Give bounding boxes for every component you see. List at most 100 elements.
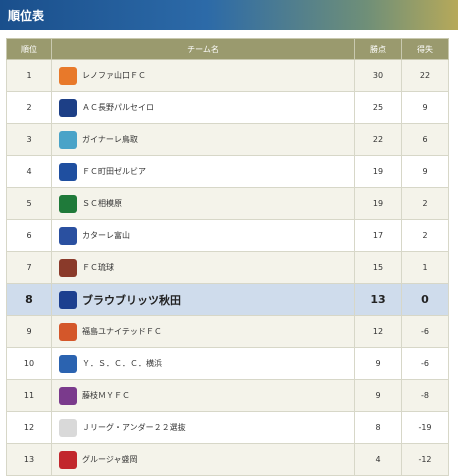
- table-row: 2 ＡＣ長野パルセイロ 25 9: [6, 91, 449, 124]
- rank-cell: 7: [6, 251, 52, 284]
- goal-diff-cell: -19: [401, 411, 449, 444]
- renofa-crest-icon: [59, 66, 77, 85]
- points-cell: 12: [354, 315, 402, 348]
- sagamihara-crest-icon: [59, 194, 77, 213]
- points-cell: 8: [354, 411, 402, 444]
- points-cell: 13: [354, 283, 402, 316]
- team-name[interactable]: 藤枝ＭＹＦＣ: [82, 391, 130, 400]
- team-cell: ＦＣ琉球: [51, 251, 355, 284]
- header-row: 順位 チーム名 勝点 得失: [6, 38, 449, 60]
- yscc-crest-icon: [59, 354, 77, 373]
- goal-diff-cell: 1: [401, 251, 449, 284]
- rank-cell: 4: [6, 155, 52, 188]
- goal-diff-cell: -12: [401, 443, 449, 476]
- goal-diff-cell: -8: [401, 379, 449, 412]
- team-cell: グルージャ盛岡: [51, 443, 355, 476]
- table-row: 9 福島ユナイテッドＦＣ 12 -6: [6, 315, 449, 348]
- col-points-header: 勝点: [354, 38, 402, 60]
- team-name[interactable]: レノファ山口ＦＣ: [82, 71, 146, 80]
- rank-cell: 13: [6, 443, 52, 476]
- zelvia-crest-icon: [59, 162, 77, 181]
- table-row: 3 ガイナーレ鳥取 22 6: [6, 123, 449, 156]
- standings-table: 順位 チーム名 勝点 得失 1 レノファ山口ＦＣ 30 22 2 ＡＣ長野パルセイロ 25 9…: [6, 38, 449, 476]
- col-team-header: チーム名: [51, 38, 355, 60]
- goal-diff-cell: 2: [401, 187, 449, 220]
- team-name[interactable]: ＳＣ相模原: [82, 199, 122, 208]
- team-name[interactable]: グルージャ盛岡: [82, 455, 138, 464]
- team-cell: ＦＣ町田ゼルビア: [51, 155, 355, 188]
- table-row: 6 カターレ富山 17 2: [6, 219, 449, 252]
- table-row: 4 ＦＣ町田ゼルビア 19 9: [6, 155, 449, 188]
- points-cell: 25: [354, 91, 402, 124]
- table-row: 8 ブラウブリッツ秋田 13 0: [6, 283, 449, 316]
- kataller-crest-icon: [59, 226, 77, 245]
- gainare-crest-icon: [59, 130, 77, 149]
- goal-diff-cell: 22: [401, 59, 449, 92]
- points-cell: 30: [354, 59, 402, 92]
- team-cell: ブラウブリッツ秋田: [51, 283, 355, 316]
- team-cell: 福島ユナイテッドＦＣ: [51, 315, 355, 348]
- team-name[interactable]: ガイナーレ鳥取: [82, 135, 138, 144]
- points-cell: 9: [354, 379, 402, 412]
- points-cell: 17: [354, 219, 402, 252]
- goal-diff-cell: 6: [401, 123, 449, 156]
- table-row: 7 ＦＣ琉球 15 1: [6, 251, 449, 284]
- section-title: 順位表: [8, 9, 45, 23]
- team-cell: カターレ富山: [51, 219, 355, 252]
- table-row: 11 藤枝ＭＹＦＣ 9 -8: [6, 379, 449, 412]
- rank-cell: 10: [6, 347, 52, 380]
- j22-crest-icon: [59, 418, 77, 437]
- parceiro-crest-icon: [59, 98, 77, 117]
- goal-diff-cell: 9: [401, 91, 449, 124]
- fujieda-crest-icon: [59, 386, 77, 405]
- team-cell: 藤枝ＭＹＦＣ: [51, 379, 355, 412]
- rank-cell: 3: [6, 123, 52, 156]
- title-bar: 順位表: [0, 0, 458, 30]
- table-row: 10 Ｙ．Ｓ．Ｃ．Ｃ．横浜 9 -6: [6, 347, 449, 380]
- table-row: 1 レノファ山口ＦＣ 30 22: [6, 59, 449, 92]
- points-cell: 9: [354, 347, 402, 380]
- team-name[interactable]: カターレ富山: [82, 231, 130, 240]
- team-name[interactable]: 福島ユナイテッドＦＣ: [82, 327, 162, 336]
- standings-body: 1 レノファ山口ＦＣ 30 22 2 ＡＣ長野パルセイロ 25 9 3 ガイナーレ鳥取 22 6 4 ＦＣ…: [6, 59, 449, 476]
- points-cell: 19: [354, 155, 402, 188]
- goal-diff-cell: 2: [401, 219, 449, 252]
- table-row: 13 グルージャ盛岡 4 -12: [6, 443, 449, 476]
- rank-cell: 2: [6, 91, 52, 124]
- points-cell: 22: [354, 123, 402, 156]
- rank-cell: 12: [6, 411, 52, 444]
- ryukyu-crest-icon: [59, 258, 77, 277]
- rank-cell: 1: [6, 59, 52, 92]
- team-name[interactable]: ＦＣ町田ゼルビア: [82, 167, 146, 176]
- goal-diff-cell: -6: [401, 315, 449, 348]
- rank-cell: 5: [6, 187, 52, 220]
- points-cell: 19: [354, 187, 402, 220]
- rank-cell: 6: [6, 219, 52, 252]
- team-name[interactable]: ＦＣ琉球: [82, 263, 114, 272]
- points-cell: 15: [354, 251, 402, 284]
- rank-cell: 11: [6, 379, 52, 412]
- rank-cell: 9: [6, 315, 52, 348]
- col-rank-header: 順位: [6, 38, 52, 60]
- team-name[interactable]: Ｙ．Ｓ．Ｃ．Ｃ．横浜: [82, 359, 162, 368]
- blaublitz-crest-icon: [59, 290, 77, 309]
- goal-diff-cell: -6: [401, 347, 449, 380]
- team-cell: ＳＣ相模原: [51, 187, 355, 220]
- grulla-crest-icon: [59, 450, 77, 469]
- team-name[interactable]: ＡＣ長野パルセイロ: [82, 103, 154, 112]
- table-row: 12 Ｊリーグ・アンダー２２選抜 8 -19: [6, 411, 449, 444]
- team-name[interactable]: ブラウブリッツ秋田: [82, 293, 181, 307]
- team-cell: Ｊリーグ・アンダー２２選抜: [51, 411, 355, 444]
- team-name[interactable]: Ｊリーグ・アンダー２２選抜: [82, 423, 186, 432]
- goal-diff-cell: 0: [401, 283, 449, 316]
- team-cell: ガイナーレ鳥取: [51, 123, 355, 156]
- fukushima-crest-icon: [59, 322, 77, 341]
- col-goal-diff-header: 得失: [401, 38, 449, 60]
- rank-cell: 8: [6, 283, 52, 316]
- team-cell: レノファ山口ＦＣ: [51, 59, 355, 92]
- points-cell: 4: [354, 443, 402, 476]
- team-cell: Ｙ．Ｓ．Ｃ．Ｃ．横浜: [51, 347, 355, 380]
- goal-diff-cell: 9: [401, 155, 449, 188]
- team-cell: ＡＣ長野パルセイロ: [51, 91, 355, 124]
- table-row: 5 ＳＣ相模原 19 2: [6, 187, 449, 220]
